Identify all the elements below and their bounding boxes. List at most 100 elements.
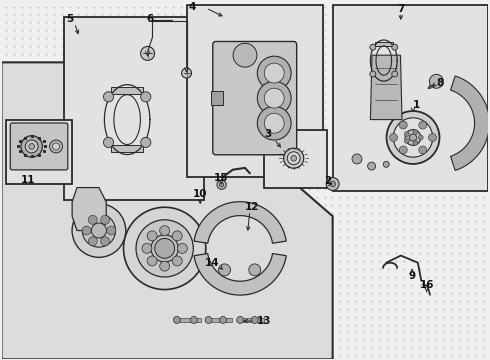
- Circle shape: [251, 316, 258, 323]
- Circle shape: [177, 243, 187, 253]
- Circle shape: [264, 63, 284, 83]
- Circle shape: [160, 226, 170, 236]
- Circle shape: [418, 135, 423, 140]
- Circle shape: [141, 92, 151, 102]
- Text: 5: 5: [66, 14, 74, 24]
- Circle shape: [390, 134, 397, 141]
- Text: 8: 8: [436, 78, 443, 88]
- Text: 4: 4: [189, 2, 196, 12]
- Polygon shape: [72, 188, 106, 230]
- Circle shape: [49, 140, 63, 153]
- Circle shape: [82, 226, 91, 235]
- FancyBboxPatch shape: [213, 41, 296, 155]
- Circle shape: [182, 68, 192, 78]
- Circle shape: [136, 220, 193, 277]
- Circle shape: [141, 46, 154, 60]
- Circle shape: [233, 43, 257, 67]
- Circle shape: [429, 134, 437, 141]
- Bar: [211, 91, 223, 105]
- Circle shape: [370, 44, 376, 50]
- Polygon shape: [450, 76, 490, 170]
- Bar: [207, 318, 232, 322]
- Circle shape: [370, 71, 376, 77]
- Circle shape: [264, 88, 284, 108]
- Circle shape: [160, 261, 170, 271]
- Circle shape: [291, 156, 296, 161]
- Circle shape: [172, 256, 182, 266]
- Polygon shape: [187, 5, 323, 177]
- Circle shape: [392, 71, 398, 77]
- Circle shape: [29, 144, 35, 149]
- Polygon shape: [194, 253, 286, 295]
- Bar: [6, 120, 72, 184]
- Circle shape: [21, 136, 43, 157]
- Text: 1: 1: [413, 100, 420, 110]
- Circle shape: [147, 256, 157, 266]
- Circle shape: [72, 204, 126, 257]
- Circle shape: [142, 243, 152, 253]
- Circle shape: [249, 264, 261, 276]
- Circle shape: [264, 113, 284, 133]
- Circle shape: [352, 154, 362, 164]
- Text: 10: 10: [193, 189, 207, 199]
- Circle shape: [383, 161, 389, 167]
- Circle shape: [257, 106, 291, 140]
- Text: 12: 12: [245, 202, 260, 212]
- Circle shape: [155, 238, 174, 258]
- Bar: [374, 42, 393, 46]
- Circle shape: [92, 223, 106, 238]
- Circle shape: [103, 92, 114, 102]
- Circle shape: [88, 237, 97, 246]
- Circle shape: [393, 118, 433, 157]
- Bar: [264, 130, 327, 188]
- Circle shape: [419, 121, 427, 129]
- Circle shape: [107, 226, 116, 235]
- Bar: [333, 5, 488, 191]
- Text: 2: 2: [324, 176, 331, 186]
- Text: 11: 11: [21, 175, 36, 185]
- Circle shape: [173, 316, 180, 323]
- Text: 14: 14: [204, 258, 219, 269]
- Circle shape: [219, 264, 230, 276]
- Circle shape: [220, 316, 226, 323]
- Bar: [176, 318, 201, 322]
- Circle shape: [82, 214, 116, 247]
- Circle shape: [100, 215, 110, 224]
- Circle shape: [52, 143, 60, 150]
- Circle shape: [191, 316, 197, 323]
- Bar: [111, 145, 143, 152]
- Circle shape: [413, 130, 418, 135]
- Text: 7: 7: [397, 4, 405, 14]
- Circle shape: [151, 235, 178, 262]
- Bar: [111, 87, 143, 94]
- Circle shape: [368, 162, 376, 170]
- Circle shape: [410, 134, 416, 141]
- Circle shape: [147, 231, 157, 241]
- Circle shape: [257, 81, 291, 115]
- Circle shape: [205, 316, 212, 323]
- Circle shape: [404, 132, 409, 136]
- Circle shape: [392, 44, 398, 50]
- Circle shape: [287, 152, 300, 165]
- Circle shape: [141, 137, 151, 148]
- Circle shape: [103, 137, 114, 148]
- Text: 16: 16: [419, 280, 434, 290]
- Circle shape: [404, 138, 409, 143]
- Text: 9: 9: [409, 271, 416, 281]
- Text: 6: 6: [147, 14, 154, 24]
- Circle shape: [387, 111, 440, 164]
- Text: 13: 13: [257, 316, 272, 326]
- Polygon shape: [194, 202, 286, 243]
- Circle shape: [419, 146, 427, 154]
- Circle shape: [284, 148, 304, 168]
- Circle shape: [100, 237, 110, 246]
- Bar: [239, 318, 264, 322]
- Bar: [374, 76, 393, 80]
- Circle shape: [217, 180, 226, 189]
- Circle shape: [172, 231, 182, 241]
- Circle shape: [326, 177, 339, 190]
- Circle shape: [413, 140, 418, 145]
- Bar: [64, 17, 204, 200]
- Circle shape: [123, 207, 206, 289]
- Circle shape: [220, 183, 224, 187]
